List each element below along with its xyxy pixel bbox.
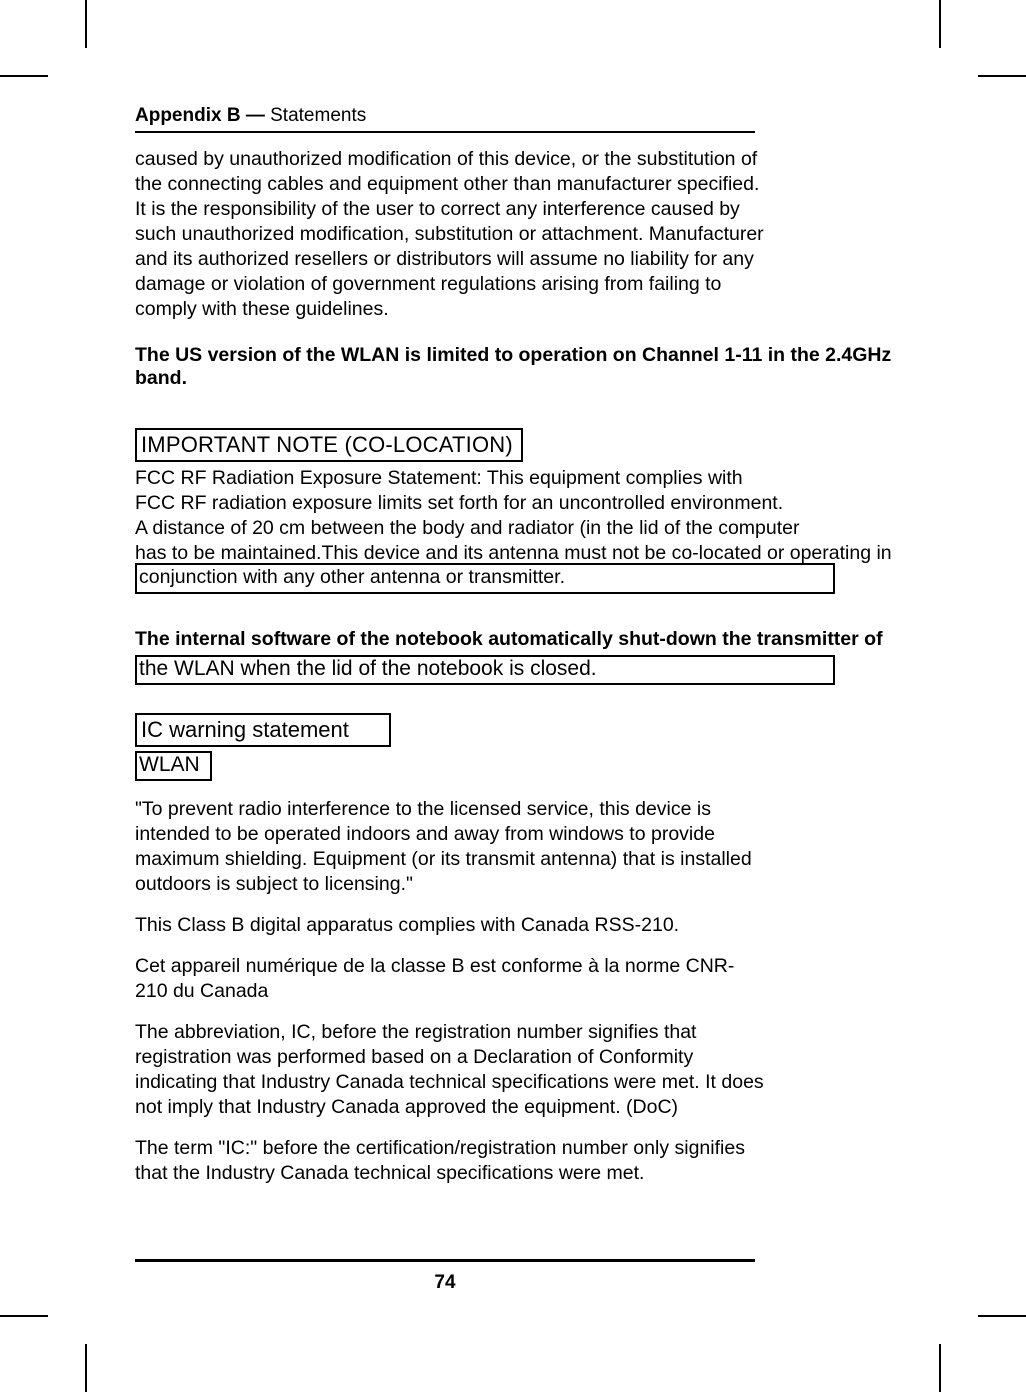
fcc-line: FCC RF radiation exposure limits set for… (135, 491, 925, 516)
ic-title-row: IC warning statement (135, 713, 925, 747)
crop-mark (978, 1315, 1026, 1317)
important-note-row: IMPORTANT NOTE (CO-LOCATION) (135, 428, 925, 462)
page-content: Appendix B — Statements caused by unauth… (135, 105, 925, 1186)
header-bold: Appendix B — (135, 105, 270, 126)
header-rest: Statements (270, 105, 366, 126)
fcc-line: A distance of 20 cm between the body and… (135, 516, 925, 541)
fcc-block: FCC RF Radiation Exposure Statement: Thi… (135, 466, 925, 595)
internal-sw-boxed: the WLAN when the lid of the notebook is… (135, 655, 835, 685)
ic-warning-title: IC warning statement (135, 713, 391, 747)
wlan-label: WLAN (135, 751, 212, 781)
crop-mark (0, 75, 48, 77)
fcc-line: FCC RF Radiation Exposure Statement: Thi… (135, 466, 925, 491)
page-header: Appendix B — Statements (135, 105, 755, 133)
crop-mark (85, 0, 87, 48)
page-number: 74 (434, 1272, 455, 1293)
ic-paragraph: Cet appareil numérique de la classe B es… (135, 954, 765, 1004)
crop-mark (978, 75, 1026, 77)
ic-paragraph: The abbreviation, IC, before the registr… (135, 1020, 765, 1120)
ic-paragraph: The term "IC:" before the certification/… (135, 1136, 765, 1186)
internal-software-note: The internal software of the notebook au… (135, 628, 925, 651)
ic-paragraphs: "To prevent radio interference to the li… (135, 797, 925, 1185)
important-note-title: IMPORTANT NOTE (CO-LOCATION) (135, 428, 523, 462)
page-footer: 74 (135, 1259, 755, 1294)
ic-paragraph: "To prevent radio interference to the li… (135, 797, 765, 897)
crop-mark (939, 0, 941, 48)
crop-mark (939, 1344, 941, 1392)
paragraph-intro: caused by unauthorized modification of t… (135, 147, 765, 322)
fcc-line: has to be maintained.This device and its… (135, 541, 925, 566)
us-version-note: The US version of the WLAN is limited to… (135, 344, 925, 390)
ic-paragraph: This Class B digital apparatus complies … (135, 913, 765, 938)
crop-mark (85, 1344, 87, 1392)
fcc-boxed-line: conjunction with any other antenna or tr… (135, 563, 835, 594)
internal-sw-bold: The internal software of the notebook au… (135, 628, 883, 650)
crop-mark (0, 1315, 48, 1317)
